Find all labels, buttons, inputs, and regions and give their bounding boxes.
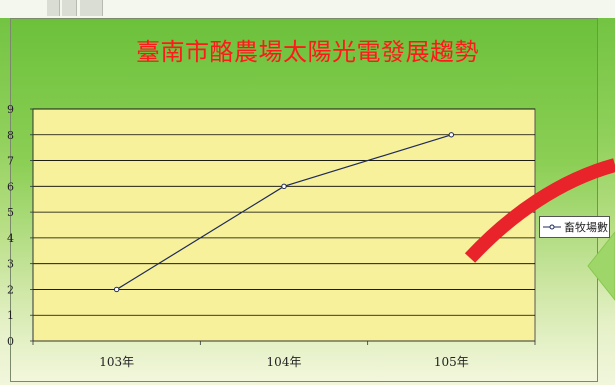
legend-line-marker-icon [543,224,561,230]
decorative-triangle [587,231,615,301]
slide-tab [62,0,77,16]
y-tick-label: 9 [7,103,14,116]
slide-tab [47,0,60,16]
plot-area [32,108,536,342]
x-tick-label: 104年 [267,355,302,369]
plot-background [32,108,536,342]
chart-title: 臺南市酪農場太陽光電發展趨勢 [136,38,479,66]
data-point [113,286,120,293]
y-tick-label: 7 [7,155,14,168]
y-tick-label: 2 [7,283,14,296]
data-point [281,183,287,190]
decorative-arrow [464,158,615,263]
y-tick-label: 6 [7,180,14,193]
y-tick-label: 0 [7,335,14,348]
legend-label: 畜牧場數 [564,221,608,234]
y-axis-ticks: 0 1 2 3 4 5 6 7 8 9 [7,103,33,348]
data-point [448,132,455,138]
y-tick-label: 3 [7,258,14,271]
series-layer [113,132,455,293]
slide-top-strip [0,0,615,18]
y-tick-label: 5 [7,206,14,219]
x-axis-ticks: 103年 104年 105年 [32,341,536,369]
slide-tab [80,0,103,16]
x-tick-label: 103年 [99,355,134,369]
x-tick-label: 105年 [434,355,469,369]
legend: 畜牧場數 [539,216,610,238]
y-tick-label: 8 [7,129,14,142]
y-tick-label: 4 [7,232,14,245]
y-tick-label: 1 [7,309,14,322]
gridlines [32,108,535,342]
